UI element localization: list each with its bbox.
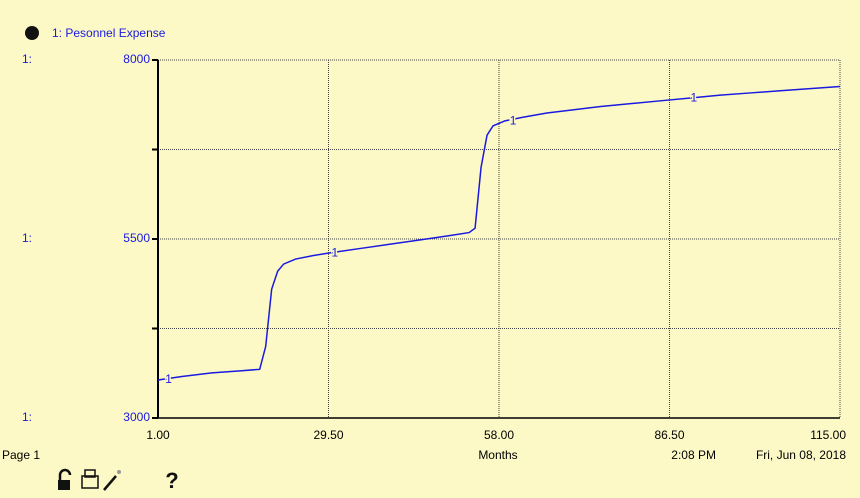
help-button[interactable]: ?: [165, 468, 178, 493]
date: Fri, Jun 08, 2018: [756, 448, 846, 462]
x-tick-label: 29.50: [313, 428, 343, 442]
y-tick-label: 3000: [123, 410, 150, 424]
y-axis-prefix: 1:: [22, 52, 32, 66]
line-label: 1: [332, 246, 339, 260]
toolbar: ?: [58, 468, 179, 493]
line-label: 1: [690, 91, 697, 105]
time: 2:08 PM: [671, 448, 716, 462]
x-tick-label: 58.00: [484, 428, 514, 442]
x-tick-label: 115.00: [810, 428, 846, 442]
print-icon[interactable]: [81, 469, 99, 489]
line-label: 1: [510, 114, 517, 128]
line-label: 1: [165, 372, 172, 386]
x-tick-label: 86.50: [654, 428, 684, 442]
x-axis-label: Months: [478, 448, 517, 462]
wand-icon[interactable]: [103, 470, 121, 491]
series-title: 1: Pesonnel Expense: [52, 26, 166, 40]
page-label: Page 1: [2, 448, 40, 462]
globe-icon[interactable]: [25, 26, 39, 40]
x-tick-label: 1.00: [146, 428, 170, 442]
lock-icon[interactable]: [58, 468, 72, 490]
series-line: [157, 85, 841, 381]
y-axis-prefix: 1:: [22, 410, 32, 424]
y-axis-prefix: 1:: [22, 231, 32, 245]
y-tick-label: 5500: [123, 231, 150, 245]
y-tick-label: 8000: [123, 52, 150, 66]
